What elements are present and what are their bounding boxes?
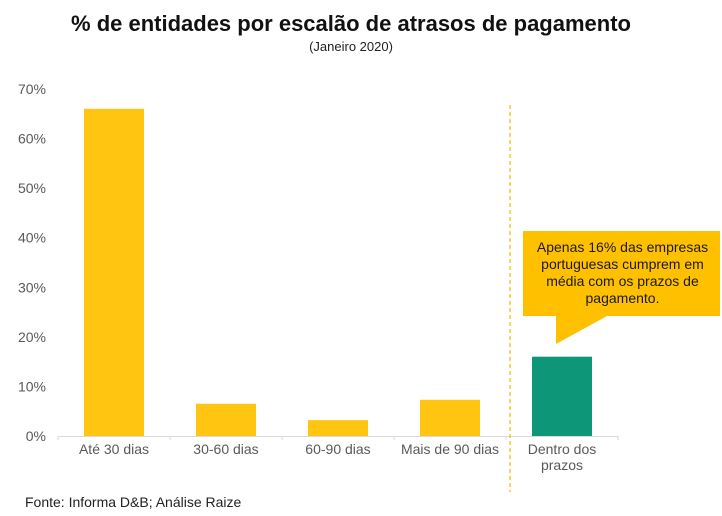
y-tick-label: 0%: [26, 428, 46, 444]
x-tick-label: prazos: [541, 457, 583, 473]
callout-bubble: [523, 231, 720, 344]
x-tick-label: Dentro dos: [528, 441, 596, 457]
bar: [196, 403, 256, 436]
x-tick-label: Mais de 90 dias: [401, 441, 499, 457]
chart-subtitle: (Janeiro 2020): [309, 39, 393, 54]
y-tick-label: 70%: [18, 81, 46, 97]
bar: [308, 420, 368, 436]
y-axis: 0% 10% 20% 30% 40% 50% 60% 70%: [18, 81, 46, 444]
x-axis: Até 30 dias 30-60 dias 60-90 dias Mais de 9…: [57, 436, 619, 473]
bars: [84, 108, 592, 436]
bar: [420, 399, 480, 436]
x-tick-label: Até 30 dias: [79, 441, 149, 457]
y-tick-label: 40%: [18, 230, 46, 246]
callout-line: portuguesas cumprem em: [541, 256, 704, 272]
callout-line: média com os prazos de: [546, 273, 699, 289]
chart-title: % de entidades por escalão de atrasos de…: [71, 11, 631, 36]
bar: [532, 356, 592, 436]
y-tick-label: 60%: [18, 131, 46, 147]
y-tick-label: 50%: [18, 180, 46, 196]
x-tick-label: 30-60 dias: [193, 441, 258, 457]
y-tick-label: 30%: [18, 279, 46, 295]
callout-line: pagamento.: [586, 290, 660, 306]
y-tick-label: 20%: [18, 329, 46, 345]
bar: [84, 108, 144, 436]
y-tick-label: 10%: [18, 378, 46, 394]
callout-line: Apenas 16% das empresas: [537, 239, 708, 255]
x-tick-label: 60-90 dias: [305, 441, 370, 457]
source-note: Fonte: Informa D&B; Análise Raize: [25, 494, 242, 510]
